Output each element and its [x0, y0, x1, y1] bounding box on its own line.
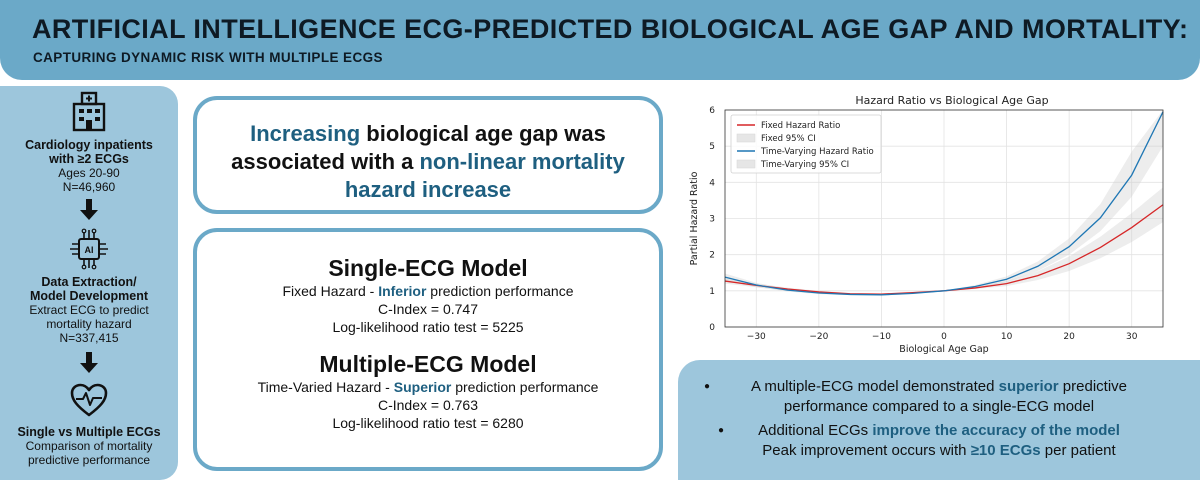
chart-x-tick-label: −30 — [747, 332, 766, 342]
chart-y-tick-label: 6 — [709, 106, 715, 116]
key-finding-card: Increasing biological age gap was associ… — [193, 96, 663, 214]
model-dev-title-1: Data Extraction/ — [41, 275, 137, 289]
single-model-title: Single-ECG Model — [328, 255, 528, 281]
single-model-desc-a: Fixed Hazard - — [282, 283, 379, 299]
chart-x-tick-label: 10 — [1001, 332, 1013, 342]
down-arrow-icon — [80, 352, 98, 373]
bullet-dot: ● — [718, 425, 725, 436]
chart-x-tick-label: −20 — [809, 332, 828, 342]
multi-model-cindex: C-Index = 0.763 — [377, 397, 478, 413]
finding-highlight-nonlinear: non-linear mortality — [419, 149, 625, 174]
conclusion-1-text-a: A multiple-ECG model demonstrated — [750, 378, 999, 395]
conclusion-1-superior: superior — [998, 378, 1059, 395]
model-dev-text-1: Extract ECG to predict — [29, 303, 149, 317]
step-model-development: AI Data Extraction/ Model Development Ex… — [0, 227, 178, 345]
finding-text-2: associated with a — [231, 149, 420, 174]
multi-model-title: Multiple-ECG Model — [319, 351, 537, 377]
chart-x-tick-label: 0 — [941, 332, 947, 342]
multi-model-llr: Log-likelihood ratio test = 6280 — [332, 415, 524, 431]
chart-legend-box — [730, 114, 882, 174]
step-comparison: Single vs Multiple ECGs Comparison of mo… — [0, 382, 178, 467]
multi-model-desc-b: prediction performance — [451, 379, 599, 395]
comparison-text-2: predictive performance — [27, 453, 151, 467]
chart-y-tick-label: 5 — [709, 142, 715, 152]
bullet-dot: ● — [704, 381, 711, 392]
chart-y-tick-label: 1 — [709, 287, 715, 297]
page-subtitle: CAPTURING DYNAMIC RISK WITH MULTIPLE ECG… — [33, 50, 383, 65]
cohort-ages: Ages 20-90 — [58, 166, 120, 180]
comparison-title: Single vs Multiple ECGs — [17, 425, 161, 439]
chart-y-tick-label: 0 — [709, 323, 715, 333]
chart-legend-swatch-band — [736, 159, 756, 169]
model-dev-n: N=337,415 — [59, 331, 119, 345]
single-model-llr: Log-likelihood ratio test = 5225 — [332, 319, 524, 335]
chart-x-tick-label: −10 — [872, 332, 891, 342]
chart-y-axis-label: Partial Hazard Ratio — [689, 171, 700, 265]
header-banner: ARTIFICIAL INTELLIGENCE ECG-PREDICTED BI… — [0, 0, 1200, 80]
chart-legend-label: Time-Varying 95% CI — [760, 160, 849, 170]
conclusion-2-text-a: Additional ECGs — [758, 422, 873, 439]
multi-model-desc: Time-Varied Hazard - Superior prediction… — [197, 378, 659, 396]
chart-x-tick-label: 30 — [1126, 332, 1138, 342]
conclusion-1-text-b: predictive — [1058, 378, 1127, 395]
comparison-text-1: Comparison of mortality — [25, 439, 153, 453]
chart-y-tick-label: 4 — [709, 178, 715, 188]
chart-x-tick-label: 20 — [1063, 332, 1075, 342]
down-arrow-icon — [80, 199, 98, 220]
conclusion-2-text-c: per patient — [1040, 442, 1116, 459]
cohort-n: N=46,960 — [62, 180, 116, 194]
multi-model-desc-a: Time-Varied Hazard - — [257, 379, 394, 395]
single-model-desc-b: prediction performance — [426, 283, 574, 299]
conclusion-bullet-2: ● Additional ECGs improve the accuracy o… — [678, 421, 1200, 441]
hazard-ratio-chart-svg: Hazard Ratio vs Biological Age Gap −30 −2… — [689, 94, 1164, 355]
model-dev-title-2: Model Development — [29, 289, 149, 303]
conclusion-2-text-b: Peak improvement occurs with — [762, 442, 971, 459]
single-model-inferior: Inferior — [378, 283, 427, 299]
conclusion-2-ten-ecgs: ≥10 ECGs — [970, 442, 1041, 459]
finding-highlight-increasing: Increasing — [250, 121, 361, 146]
finding-text-1: biological age gap was — [360, 121, 606, 146]
hospital-icon — [72, 91, 106, 132]
heart-pulse-icon — [70, 383, 108, 417]
ai-chip-icon: AI — [70, 228, 108, 270]
step-cohort: Cardiology inpatients with ≥2 ECGs Ages … — [0, 90, 178, 194]
single-model-cindex: C-Index = 0.747 — [377, 301, 478, 317]
chart-series-line-1 — [724, 111, 1164, 296]
chart-legend-label: Time-Varying Hazard Ratio — [760, 147, 874, 157]
cohort-title-2: with ≥2 ECGs — [49, 152, 129, 166]
single-model-desc: Fixed Hazard - Inferior prediction perfo… — [197, 282, 659, 300]
svg-text:AI: AI — [85, 245, 94, 255]
cohort-title-1: Cardiology inpatients — [25, 138, 153, 152]
chart-legend-label: Fixed Hazard Ratio — [761, 121, 840, 131]
conclusions-panel: ● A multiple-ECG model demonstrated supe… — [678, 360, 1200, 480]
conclusion-bullet-2-cont: Peak improvement occurs with ≥10 ECGs pe… — [678, 441, 1200, 461]
page-title: ARTIFICIAL INTELLIGENCE ECG-PREDICTED BI… — [32, 14, 1189, 44]
chart-y-tick-label: 2 — [709, 251, 715, 261]
chart-y-tick-label: 3 — [709, 215, 715, 225]
chart-x-axis-label: Biological Age Gap — [899, 344, 988, 355]
chart-plot-frame — [724, 109, 1164, 328]
model-dev-text-2: mortality hazard — [46, 317, 132, 331]
hazard-ratio-chart: Hazard Ratio vs Biological Age Gap −30 −2… — [685, 90, 1180, 360]
chart-legend-label: Fixed 95% CI — [761, 134, 816, 144]
chart-ci-band-0 — [725, 187, 1163, 295]
chart-legend-swatch-band — [736, 133, 756, 143]
conclusion-bullet-1-cont: performance compared to a single-ECG mod… — [783, 398, 1095, 415]
model-comparison-card: Single-ECG Model Fixed Hazard - Inferior… — [193, 228, 663, 471]
multi-model-superior: Superior — [393, 379, 452, 395]
conclusion-2-accuracy: improve the accuracy of the model — [872, 422, 1120, 439]
chart-title: Hazard Ratio vs Biological Age Gap — [855, 94, 1048, 107]
conclusion-bullet-1: ● A multiple-ECG model demonstrated supe… — [678, 377, 1200, 397]
finding-text-3: hazard increase — [344, 177, 512, 202]
study-flow-panel: Cardiology inpatients with ≥2 ECGs Ages … — [0, 86, 178, 480]
